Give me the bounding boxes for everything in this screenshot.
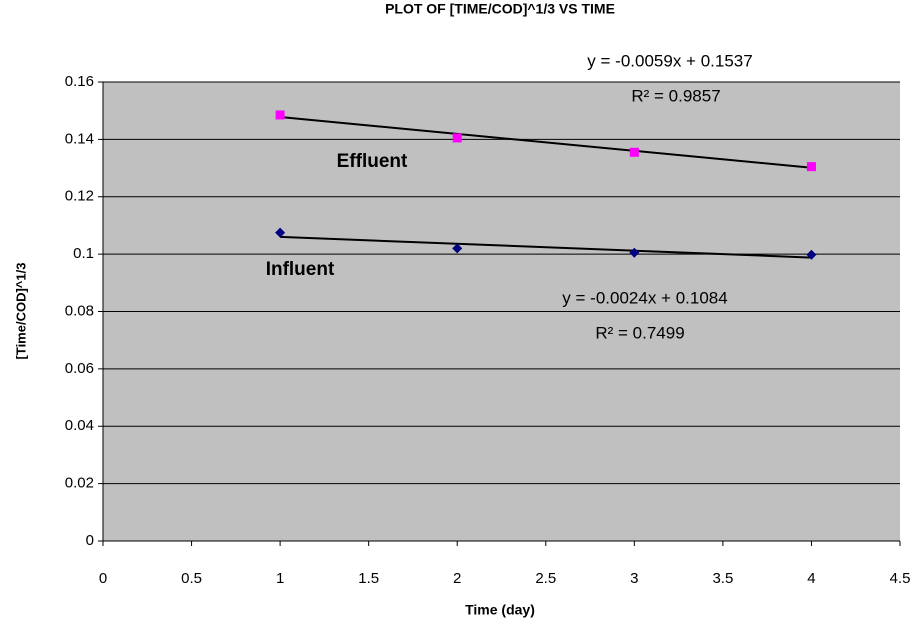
y-tick-label: 0.06	[65, 360, 94, 377]
y-tick-label: 0.04	[65, 417, 94, 434]
y-tick-label: 0	[86, 532, 94, 549]
trend-r2: R² = 0.9857	[631, 86, 720, 105]
marker	[275, 227, 286, 238]
chart-title: PLOT OF [TIME/COD]^1/3 VS TIME	[385, 1, 615, 17]
marker	[806, 249, 817, 260]
x-tick-label: 3	[630, 570, 638, 587]
x-tick-label: 1	[276, 570, 284, 587]
x-tick-label: 3.5	[712, 570, 733, 587]
x-tick-label: 0	[99, 570, 107, 587]
marker	[452, 133, 462, 143]
trendline	[280, 235, 812, 259]
x-tick-label: 2	[453, 570, 461, 587]
series-label: Influent	[266, 259, 335, 280]
x-tick-label: 2.5	[535, 570, 556, 587]
marker	[275, 110, 285, 120]
x-tick-label: 4	[807, 570, 815, 587]
marker	[629, 247, 640, 258]
y-tick-label: 0.02	[65, 475, 94, 492]
trendline	[280, 116, 812, 169]
y-tick-label: 0.14	[65, 130, 94, 147]
x-tick-label: 0.5	[181, 570, 202, 587]
marker	[806, 162, 816, 172]
y-tick-label: 0.16	[65, 73, 94, 90]
x-tick-label: 1.5	[358, 570, 379, 587]
x-axis-label: Time (day)	[465, 602, 535, 618]
y-axis-label: [Time/COD]^1/3	[13, 263, 28, 360]
y-tick-label: 0.08	[65, 302, 94, 319]
y-tick-label: 0.12	[65, 188, 94, 205]
y-tick-label: 0.1	[73, 245, 94, 262]
trend-equation: y = -0.0059x + 0.1537	[587, 51, 752, 70]
marker	[452, 243, 463, 254]
x-tick-label: 4.5	[890, 570, 911, 587]
series-label: Effluent	[337, 151, 408, 172]
trend-r2: R² = 0.7499	[595, 323, 684, 342]
trend-equation: y = -0.0024x + 0.1084	[562, 288, 727, 307]
marker	[629, 147, 639, 157]
